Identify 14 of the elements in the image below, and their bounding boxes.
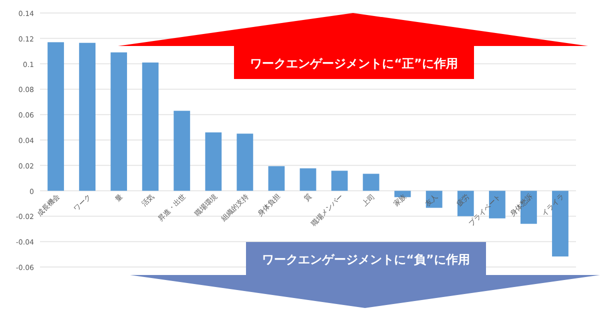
- bar: [236, 134, 254, 191]
- bar: [110, 52, 128, 191]
- bar: [174, 110, 190, 191]
- annotation: ワークエンゲージメントに“正”に作用: [250, 56, 458, 70]
- bar: [300, 168, 316, 191]
- bar: [268, 166, 285, 191]
- annotation: ワークエンゲージメントに“負”に作用: [262, 252, 470, 266]
- bar: [362, 174, 380, 191]
- bar: [142, 62, 159, 191]
- bar: [331, 170, 348, 191]
- bar: [48, 42, 64, 191]
- bar: [552, 190, 568, 256]
- bar: [205, 132, 222, 191]
- bar: [79, 42, 96, 191]
